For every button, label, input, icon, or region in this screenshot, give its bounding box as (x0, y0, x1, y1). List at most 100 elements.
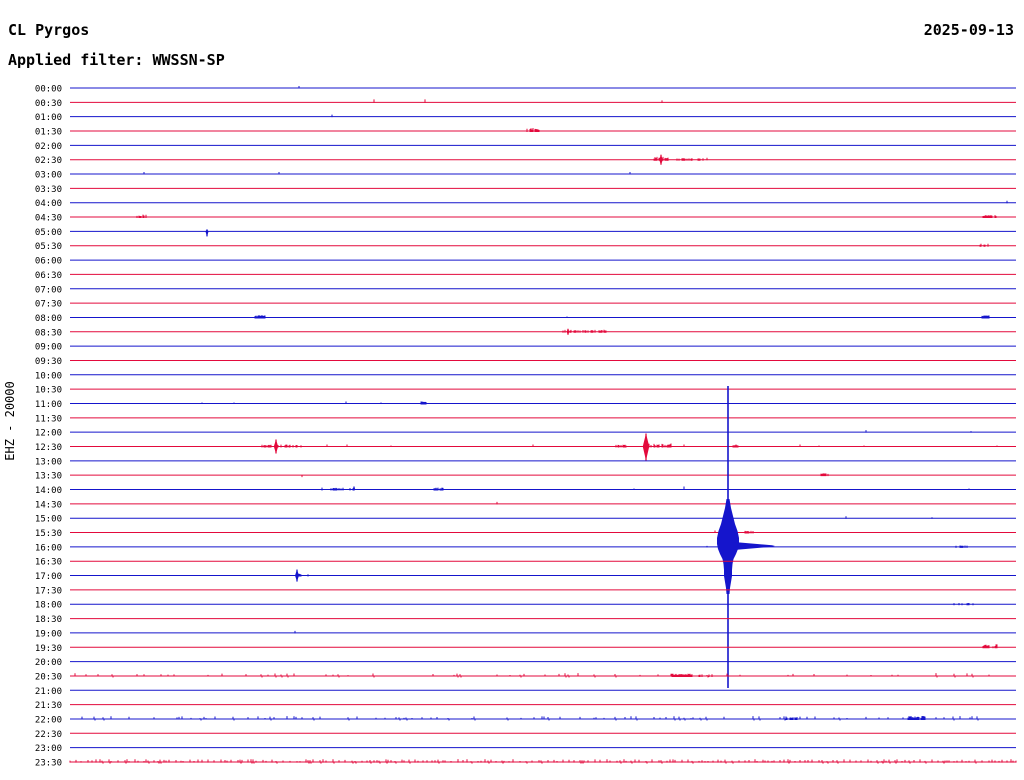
trace-row-01:30: 01:30 (35, 128, 1016, 138)
row-time-label: 15:00 (35, 515, 62, 525)
trace-row-10:00: 10:00 (35, 371, 1016, 381)
row-time-label: 16:30 (35, 558, 62, 568)
row-time-label: 14:30 (35, 500, 62, 510)
row-time-label: 22:30 (35, 730, 62, 740)
trace-row-09:30: 09:30 (35, 357, 1016, 367)
row-time-label: 21:00 (35, 687, 62, 697)
trace-row-07:00: 07:00 (35, 285, 1016, 295)
row-time-label: 18:30 (35, 615, 62, 625)
row-time-label: 13:00 (35, 457, 62, 467)
row-time-label: 00:00 (35, 85, 62, 95)
trace-row-16:30: 16:30 (35, 558, 1016, 568)
trace-row-13:30: 13:30 (35, 472, 1016, 482)
trace-row-03:00: 03:00 (35, 171, 1016, 181)
trace-row-19:30: 19:30 (35, 644, 1016, 654)
row-time-label: 10:00 (35, 371, 62, 381)
trace-row-06:30: 06:30 (35, 271, 1016, 281)
trace-row-04:30: 04:30 (35, 214, 1016, 224)
trace-row-03:30: 03:30 (35, 185, 1016, 195)
row-time-label: 01:30 (35, 128, 62, 138)
trace-row-02:00: 02:00 (35, 142, 1016, 152)
trace-row-17:00: 17:00 (35, 569, 1016, 582)
trace-row-02:30: 02:30 (35, 154, 1016, 166)
row-time-label: 06:00 (35, 257, 62, 267)
row-time-label: 06:30 (35, 271, 62, 281)
trace-row-04:00: 04:00 (35, 199, 1016, 209)
row-time-label: 03:30 (35, 185, 62, 195)
trace-row-00:00: 00:00 (35, 85, 1016, 95)
row-time-label: 19:30 (35, 644, 62, 654)
trace-row-05:30: 05:30 (35, 242, 1016, 252)
trace-row-12:30: 12:30 (35, 433, 1016, 461)
trace-rows: 00:00 00:30 01:00 01:30 02:00 02:30 03:00 03:30… (35, 85, 1017, 768)
row-time-label: 16:00 (35, 543, 62, 553)
trace-row-21:00: 21:00 (35, 687, 1016, 697)
row-time-label: 08:00 (35, 314, 62, 324)
trace-row-18:00: 18:00 (35, 601, 1016, 611)
row-time-label: 08:30 (35, 328, 62, 338)
trace-row-11:00: 11:00 (35, 400, 1016, 410)
trace-row-23:00: 23:00 (35, 744, 1016, 754)
row-time-label: 07:00 (35, 285, 62, 295)
trace-row-00:30: 00:30 (35, 99, 1016, 109)
trace-row-13:00: 13:00 (35, 457, 1016, 467)
row-time-label: 11:30 (35, 414, 62, 424)
trace-row-14:00: 14:00 (35, 486, 1016, 496)
row-time-label: 12:30 (35, 443, 62, 453)
date-label: 2025-09-13 (923, 21, 1014, 39)
trace-row-20:30: 20:30 (35, 672, 1016, 682)
row-time-label: 02:30 (35, 156, 62, 166)
trace-row-08:30: 08:30 (35, 328, 1016, 338)
row-time-label: 04:30 (35, 214, 62, 224)
trace-row-23:30: 23:30 (35, 758, 1017, 768)
row-time-label: 01:00 (35, 113, 62, 123)
trace-row-17:30: 17:30 (35, 586, 1016, 596)
row-time-label: 13:30 (35, 472, 62, 482)
row-time-label: 11:00 (35, 400, 62, 410)
trace-row-16:00: 16:00 (35, 386, 1016, 688)
row-time-label: 07:30 (35, 300, 62, 310)
row-time-label: 23:30 (35, 758, 62, 768)
trace-row-08:00: 08:00 (35, 314, 1016, 324)
row-time-label: 19:00 (35, 629, 62, 639)
filter-label: Applied filter: WWSSN-SP (8, 51, 225, 69)
row-time-label: 17:30 (35, 586, 62, 596)
trace-row-07:30: 07:30 (35, 300, 1016, 310)
row-time-label: 09:30 (35, 357, 62, 367)
trace-row-10:30: 10:30 (35, 386, 1016, 396)
trace-row-21:30: 21:30 (35, 701, 1016, 711)
trace-row-20:00: 20:00 (35, 658, 1016, 668)
station-title: CL Pyrgos (8, 21, 90, 39)
trace-row-14:30: 14:30 (35, 500, 1016, 510)
row-time-label: 20:30 (35, 672, 62, 682)
trace-row-01:00: 01:00 (35, 113, 1016, 123)
trace-row-19:00: 19:00 (35, 629, 1016, 639)
row-time-label: 00:30 (35, 99, 62, 109)
trace-row-22:00: 22:00 (35, 715, 1016, 725)
trace-row-05:00: 05:00 (35, 228, 1016, 238)
trace-row-18:30: 18:30 (35, 615, 1016, 625)
row-time-label: 14:00 (35, 486, 62, 496)
trace-row-06:00: 06:00 (35, 257, 1016, 267)
row-time-label: 20:00 (35, 658, 62, 668)
row-time-label: 23:00 (35, 744, 62, 754)
row-time-label: 10:30 (35, 386, 62, 396)
row-time-label: 05:30 (35, 242, 62, 252)
row-time-label: 02:00 (35, 142, 62, 152)
row-time-label: 03:00 (35, 171, 62, 181)
trace-row-12:00: 12:00 (35, 429, 1016, 439)
trace-row-09:00: 09:00 (35, 343, 1016, 353)
row-time-label: 21:30 (35, 701, 62, 711)
row-time-label: 17:00 (35, 572, 62, 582)
trace-row-15:00: 15:00 (35, 515, 1016, 525)
trace-row-15:30: 15:30 (35, 529, 1016, 539)
row-time-label: 15:30 (35, 529, 62, 539)
row-time-label: 09:00 (35, 343, 62, 353)
trace-row-22:30: 22:30 (35, 730, 1016, 740)
row-time-label: 12:00 (35, 429, 62, 439)
trace-row-11:30: 11:30 (35, 414, 1016, 424)
row-time-label: 05:00 (35, 228, 62, 238)
row-time-label: 18:00 (35, 601, 62, 611)
